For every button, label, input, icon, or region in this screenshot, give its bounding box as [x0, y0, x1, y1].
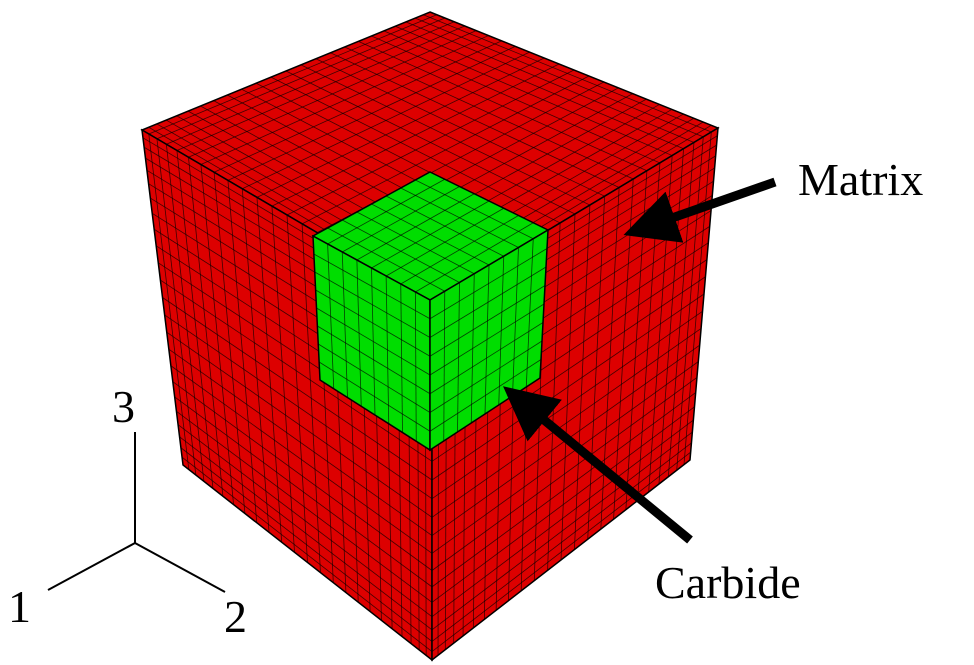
axis-3-label: 3 — [112, 381, 135, 432]
mesh-cube — [142, 12, 718, 660]
axis-1-line — [48, 543, 135, 590]
axis-2-label: 2 — [224, 591, 247, 642]
axis-1-label: 1 — [8, 581, 31, 632]
axis-2-line — [135, 543, 225, 592]
carbide-label: Carbide — [655, 557, 801, 608]
matrix-label: Matrix — [798, 154, 923, 205]
diagram: Matrix Carbide 3 1 2 — [0, 0, 974, 665]
